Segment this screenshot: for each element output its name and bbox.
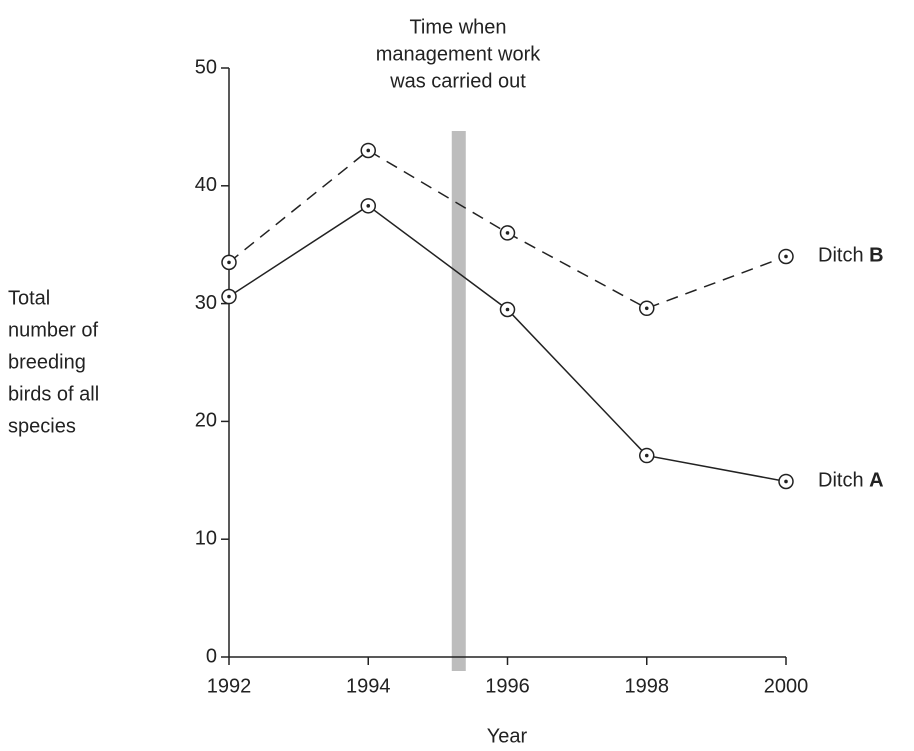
x-tick-label: 1998 <box>625 675 670 697</box>
y-axis-label: species <box>8 415 76 437</box>
data-point-dot <box>784 479 788 484</box>
y-tick-label: 0 <box>206 645 217 667</box>
data-point-dot <box>227 260 231 265</box>
annotation-text: management work <box>376 43 542 65</box>
annotation-text: was carried out <box>389 70 526 92</box>
series-line <box>228 204 787 483</box>
y-tick-label: 10 <box>195 527 217 549</box>
data-point-dot <box>784 254 788 259</box>
x-axis-label: Year <box>487 725 528 747</box>
y-axis-label: Total <box>8 287 50 309</box>
y-axis-label: breeding <box>8 351 86 373</box>
y-tick-label: 40 <box>195 174 217 196</box>
data-point-dot <box>505 307 510 312</box>
management-band <box>451 131 466 671</box>
data-point-dot <box>644 306 649 311</box>
data-point-dot <box>505 231 510 235</box>
y-tick-label: 50 <box>195 56 217 78</box>
data-point-dot <box>366 148 371 153</box>
x-tick-label: 1992 <box>207 675 252 697</box>
x-tick-label: 2000 <box>764 675 809 697</box>
y-tick-label: 20 <box>195 410 217 432</box>
annotation-text: Time when <box>409 16 506 38</box>
data-point-dot <box>366 204 371 208</box>
y-axis-label: number of <box>8 319 98 341</box>
data-point-dot <box>644 453 649 458</box>
x-tick-label: 1996 <box>485 675 530 697</box>
x-tick-label: 1994 <box>346 675 391 697</box>
y-axis-label: birds of all <box>8 383 99 405</box>
data-point-dot <box>227 294 231 299</box>
legend-label: Ditch B <box>818 245 884 267</box>
y-tick-label: 30 <box>195 292 217 314</box>
legend-label: Ditch A <box>818 470 884 492</box>
